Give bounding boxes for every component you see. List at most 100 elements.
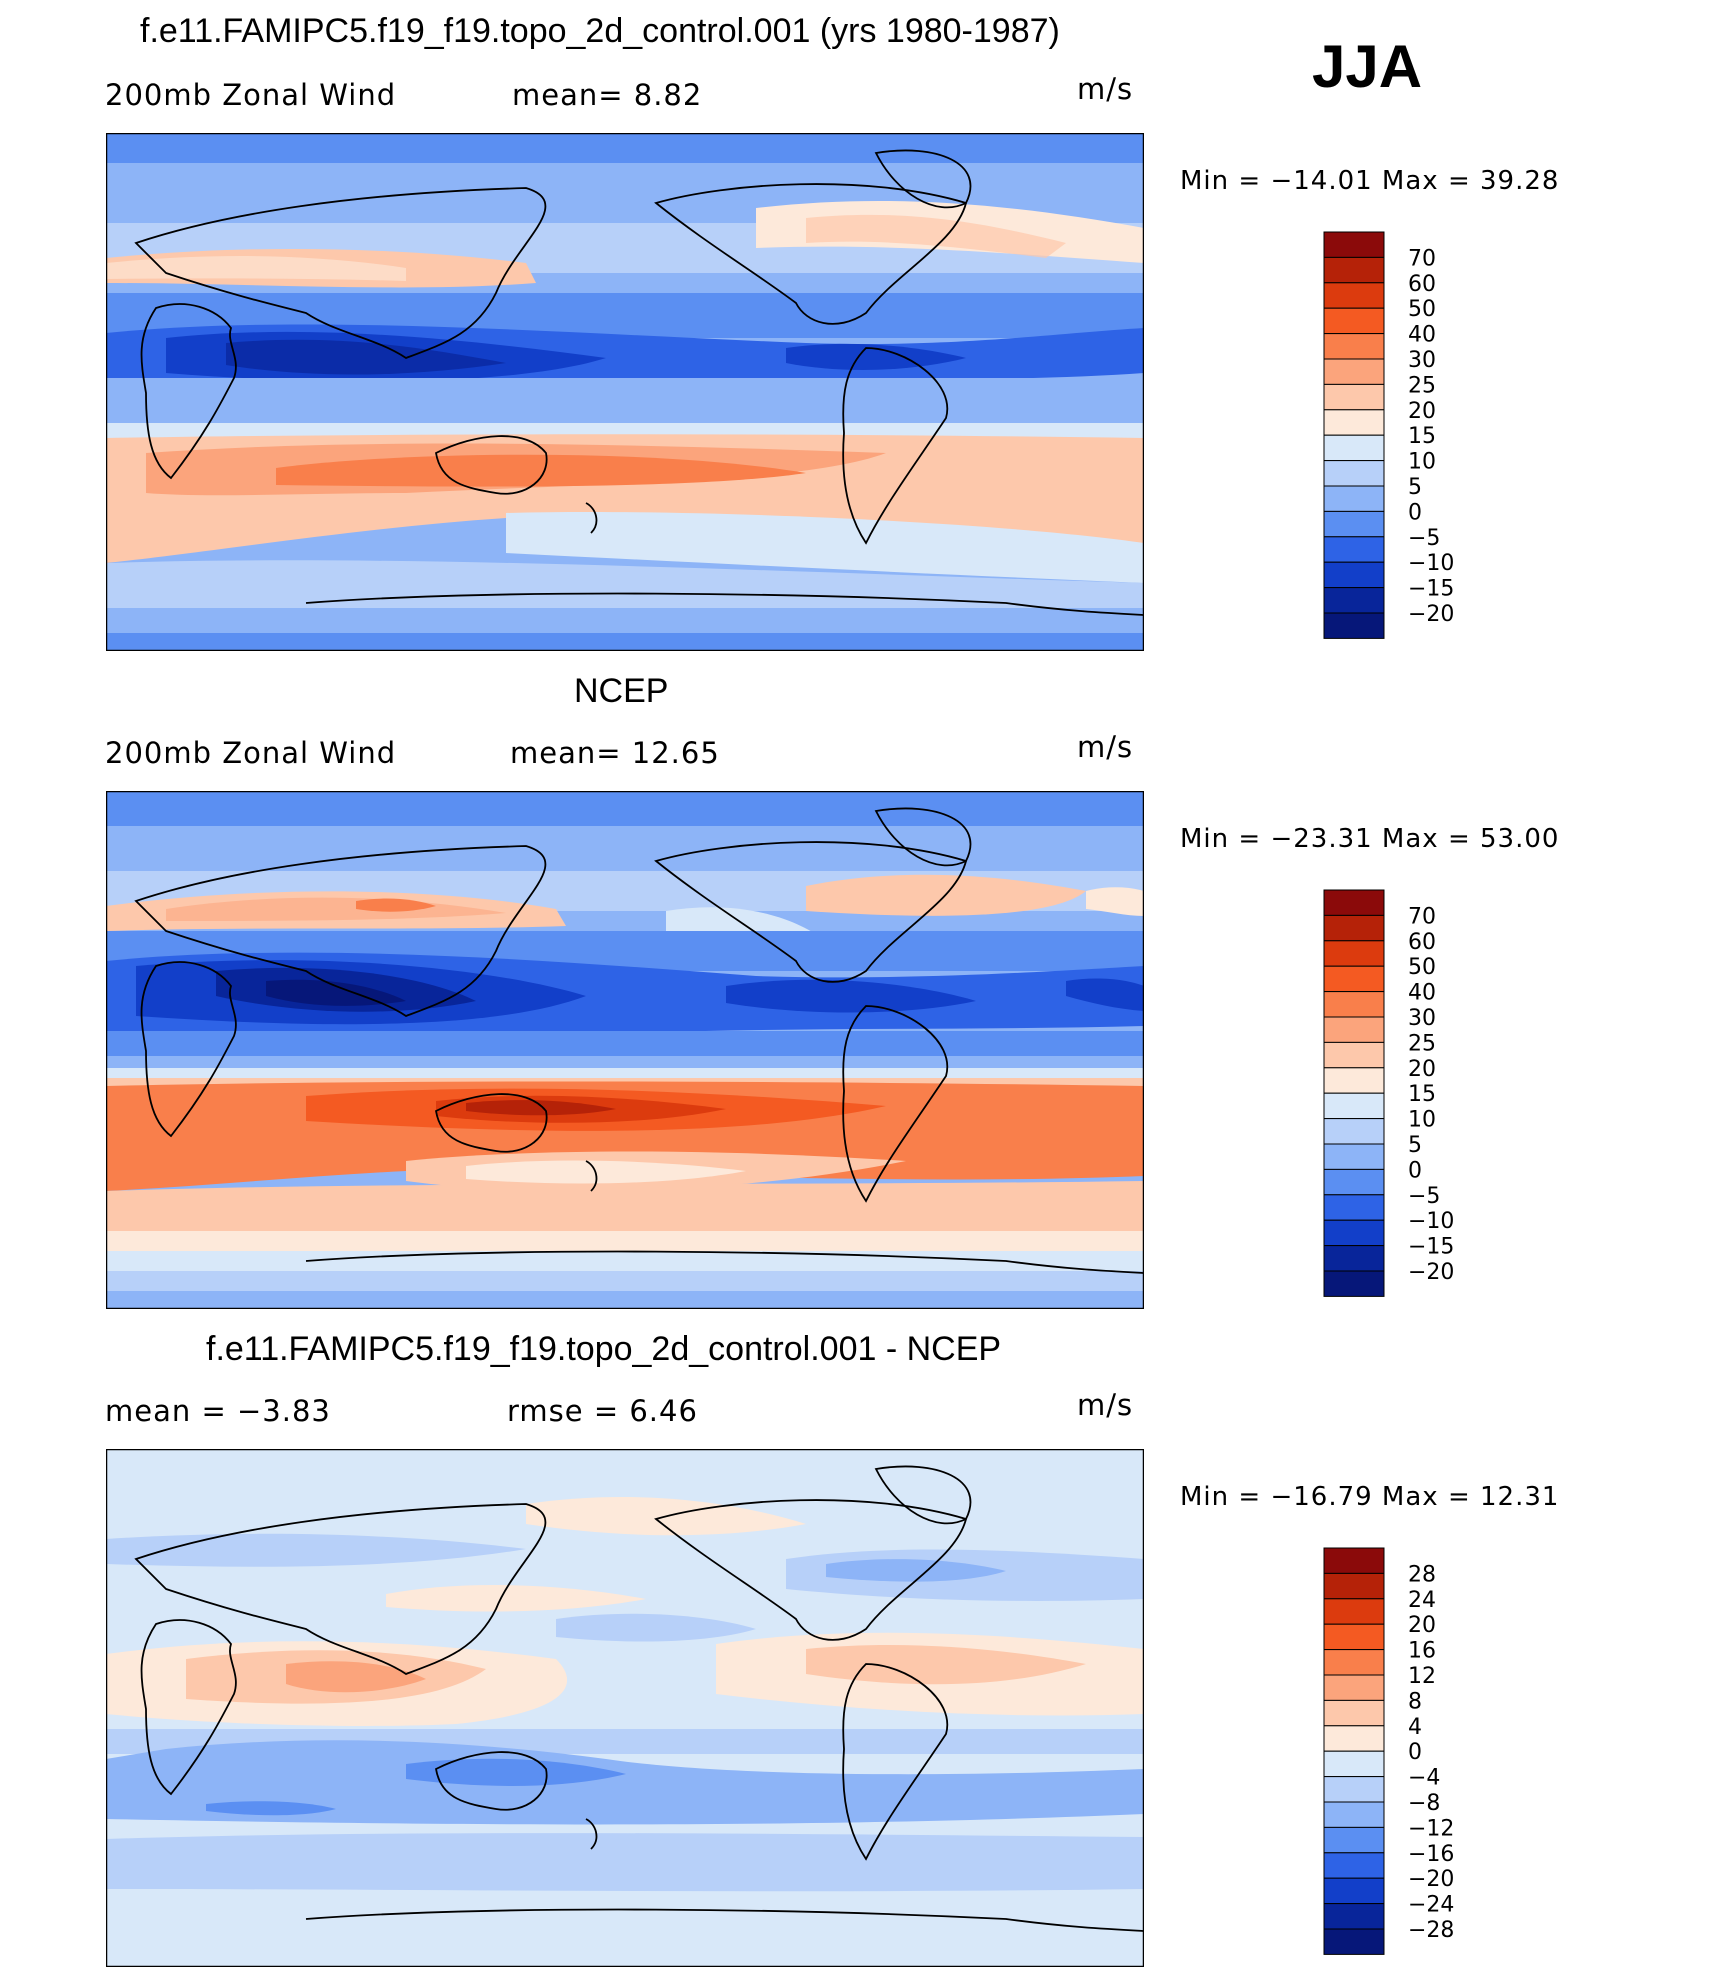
coastline-north-america — [654, 1499, 968, 1641]
colorbar-tick-label: −16 — [1408, 1842, 1454, 1867]
coastline-south-america — [842, 1005, 949, 1203]
colorbar-tick-label: −12 — [1408, 1816, 1454, 1841]
panel1-map — [106, 133, 1144, 651]
colorbar-tick-label: 0 — [1408, 1740, 1422, 1765]
map-contour — [106, 1181, 1144, 1236]
map-contour — [786, 343, 966, 370]
colorbar-tick-label: −5 — [1408, 1184, 1440, 1209]
panel2-title: NCEP — [574, 672, 669, 710]
colorbar-tick-label: 20 — [1408, 1613, 1436, 1638]
colorbar-swatch — [1323, 1219, 1385, 1247]
colorbar-swatch — [1323, 1699, 1385, 1727]
coastline-australia — [435, 1751, 548, 1811]
map-band — [106, 791, 1144, 826]
colorbar-tick-label: 16 — [1408, 1639, 1436, 1664]
map-contour — [1066, 978, 1144, 1011]
colorbar-tick-label: −28 — [1408, 1918, 1454, 1943]
coastline-north-america — [654, 183, 968, 325]
map-contour — [106, 1740, 1144, 1825]
colorbar-tick-label: 25 — [1408, 1031, 1436, 1056]
colorbar-swatch — [1323, 333, 1385, 360]
map-frame — [106, 1449, 1144, 1967]
colorbar-swatch — [1323, 383, 1385, 411]
colorbar-tick-label: −4 — [1408, 1766, 1440, 1791]
panel2-min-max: Min = −23.31 Max = 53.00 — [1180, 824, 1560, 854]
coastline-new-zealand — [585, 502, 598, 534]
colorbar-tick-label: 15 — [1408, 1082, 1436, 1107]
map-band — [106, 1056, 1144, 1068]
colorbar-tick-label: 8 — [1408, 1689, 1422, 1714]
colorbar-swatch — [1323, 1092, 1385, 1120]
colorbar-swatch — [1323, 358, 1385, 385]
colorbar-swatch — [1323, 282, 1385, 309]
map-contour — [1086, 887, 1144, 916]
map-contour — [466, 1160, 746, 1184]
colorbar-tick-label: 50 — [1408, 297, 1436, 322]
colorbar-tick-label: 50 — [1408, 955, 1436, 980]
map-contour — [466, 1100, 616, 1116]
colorbar-tick-label: 25 — [1408, 373, 1436, 398]
panel3-units: m/s — [1077, 1388, 1134, 1422]
panel3-rmse-label: rmse = 6.46 — [507, 1394, 698, 1428]
colorbar-swatch — [1323, 1598, 1385, 1625]
colorbar-swatch — [1323, 1674, 1385, 1701]
panel3-title: f.e11.FAMIPC5.f19_f19.topo_2d_control.00… — [206, 1330, 1002, 1368]
colorbar-swatch — [1323, 1547, 1385, 1574]
panel1-units: m/s — [1077, 72, 1134, 106]
colorbar-swatch — [1323, 1118, 1385, 1145]
colorbar-swatch — [1323, 485, 1385, 512]
colorbar-tick-label: 40 — [1408, 981, 1436, 1006]
map-contour — [106, 1833, 1144, 1892]
colorbar-tick-label: 28 — [1408, 1562, 1436, 1587]
map-contour — [226, 339, 506, 375]
colorbar-tick-label: 15 — [1408, 424, 1436, 449]
panel2-mean-label: mean= 12.65 — [510, 736, 720, 770]
colorbar-swatch — [1323, 965, 1385, 993]
map-contour — [826, 1559, 1006, 1582]
colorbar-swatch — [1323, 561, 1385, 589]
colorbar-swatch — [1323, 940, 1385, 967]
coastline-australia — [435, 435, 548, 495]
coastlines — [134, 807, 1144, 1274]
map-band — [106, 133, 1144, 163]
map-contour — [286, 1661, 426, 1693]
colorbar-swatch — [1323, 889, 1385, 916]
panel1-mean-label: mean= 8.82 — [512, 78, 703, 112]
map-contour — [556, 1613, 756, 1642]
map-contour — [726, 979, 976, 1013]
colorbar-tick-label: 20 — [1408, 1057, 1436, 1082]
colorbar-swatch — [1323, 1776, 1385, 1803]
colorbar-tick-label: 30 — [1408, 1006, 1436, 1031]
colorbar-swatch — [1323, 1245, 1385, 1272]
coastline-eurasia — [134, 187, 547, 360]
coastline-africa — [140, 1619, 237, 1796]
colorbar-swatch — [1323, 1194, 1385, 1221]
panel3-mean-label: mean = −3.83 — [105, 1394, 331, 1428]
map-contour — [206, 1801, 336, 1816]
panel1-min-max: Min = −14.01 Max = 39.28 — [1180, 166, 1560, 196]
colorbar-swatch — [1323, 1143, 1385, 1170]
panel1-title: f.e11.FAMIPC5.f19_f19.topo_2d_control.00… — [140, 12, 1060, 50]
coastline-new-zealand — [585, 1160, 598, 1192]
colorbar-swatch — [1323, 1903, 1385, 1930]
coastlines — [134, 149, 1144, 616]
colorbar-tick-label: 24 — [1408, 1588, 1436, 1613]
map-contour — [806, 1644, 1086, 1685]
map-band — [106, 1291, 1144, 1309]
colorbar-tick-label: 70 — [1408, 246, 1436, 271]
colorbar-swatch — [1323, 256, 1385, 284]
coastline-greenland — [874, 807, 972, 867]
colorbar-tick-label: −20 — [1408, 1260, 1454, 1285]
map-contour — [106, 1533, 526, 1567]
colorbar-tick-label: 5 — [1408, 475, 1422, 500]
colorbar-tick-label: 70 — [1408, 904, 1436, 929]
season-label: JJA — [1312, 33, 1423, 100]
coastline-south-america — [842, 347, 949, 545]
coastline-antarctica — [305, 1250, 1144, 1274]
map-contour — [356, 898, 436, 912]
coastline-australia — [435, 1093, 548, 1153]
colorbar-tick-label: 60 — [1408, 272, 1436, 297]
coastline-greenland — [874, 1465, 972, 1525]
colorbar-swatch — [1323, 914, 1385, 942]
